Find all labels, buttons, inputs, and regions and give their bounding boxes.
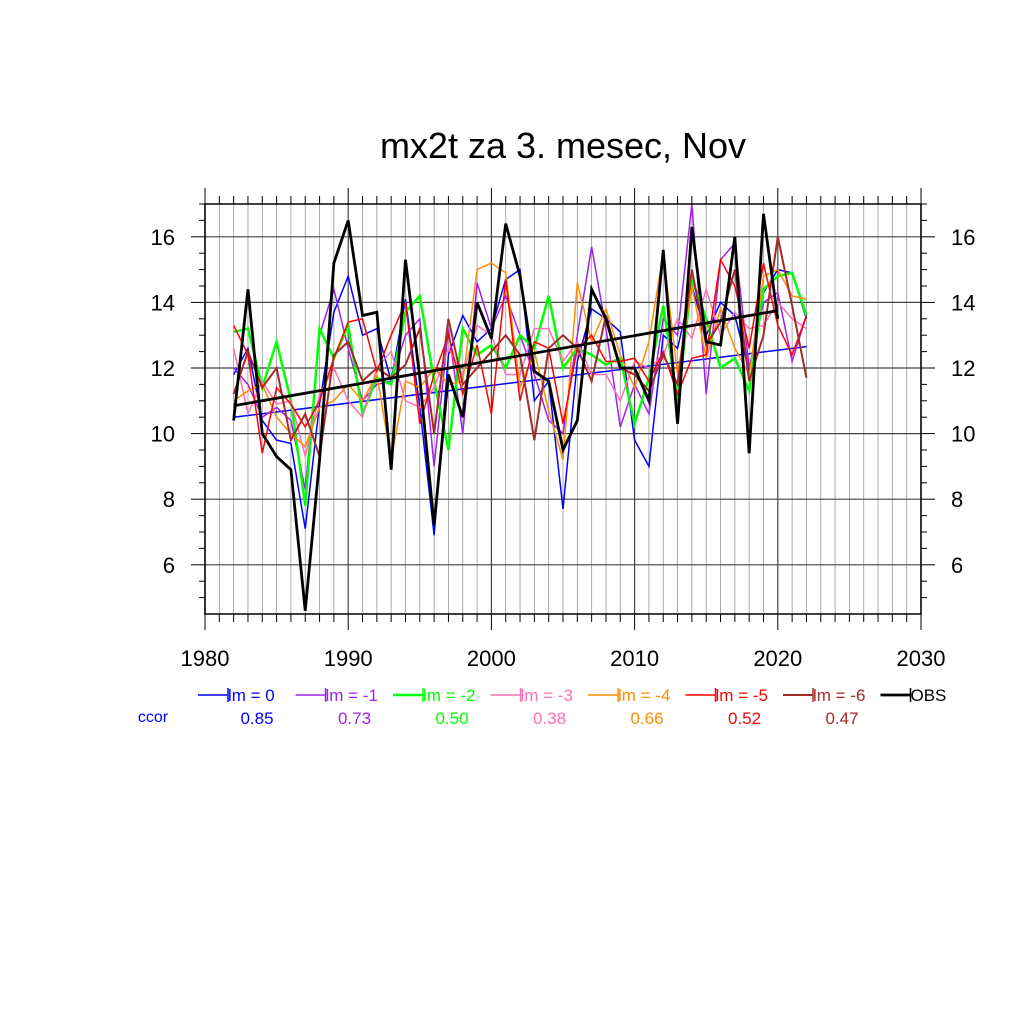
y-tick-label-right: 14 (951, 290, 975, 315)
y-tick-label: 16 (151, 225, 175, 250)
y-tick-label-right: 6 (951, 553, 963, 578)
legend-ccor-value: 0.85 (240, 709, 273, 728)
y-tick-label-right: 8 (951, 487, 963, 512)
chart-title: mx2t za 3. mesec, Nov (380, 125, 746, 166)
y-tick-label-right: 16 (951, 225, 975, 250)
legend-label: OBS (911, 686, 947, 705)
legend-label: lm = -6 (813, 686, 865, 705)
legend-label: lm = -1 (326, 686, 378, 705)
legend-ccor-value: 0.50 (435, 709, 468, 728)
x-tick-label: 2010 (610, 646, 659, 671)
x-tick-label: 1990 (324, 646, 373, 671)
y-tick-label: 14 (151, 290, 175, 315)
y-tick-label-right: 10 (951, 422, 975, 447)
series-line-3 (232, 286, 807, 457)
x-tick-label: 1980 (181, 646, 230, 671)
legend-ccor-value: 0.38 (533, 709, 566, 728)
x-tick-label: 2030 (897, 646, 946, 671)
y-tick-label: 10 (151, 422, 175, 447)
legend-label: lm = 0 (228, 686, 275, 705)
ccor-label: ccor (138, 709, 169, 726)
y-tick-label: 6 (163, 553, 175, 578)
legend-label: lm = -2 (423, 686, 475, 705)
legend-ccor-value: 0.66 (630, 709, 663, 728)
x-tick-label: 2000 (467, 646, 516, 671)
series-line-2 (233, 271, 808, 506)
x-tick-label: 2020 (753, 646, 802, 671)
legend-label: lm = -5 (716, 686, 768, 705)
legend-label: lm = -4 (618, 686, 670, 705)
legend-ccor-value: 0.73 (338, 709, 371, 728)
series-group (232, 203, 808, 611)
trend-line-7 (233, 309, 779, 408)
series-line-7 (232, 213, 780, 611)
axes: 6 6 8 8 10 10 12 12 14 14 16 16 1980 1990 2000 2010 2020… (151, 188, 975, 671)
legend-ccor-value: 0.52 (728, 709, 761, 728)
y-tick-label-right: 12 (951, 356, 975, 381)
legend-ccor-value: 0.47 (825, 709, 858, 728)
y-tick-label: 12 (151, 356, 175, 381)
legend-label: lm = -3 (521, 686, 573, 705)
legend: lm = 0 0.85 lm = -1 0.73 lm = -2 0.50 lm = -3 0… (198, 686, 946, 728)
y-tick-label: 8 (163, 487, 175, 512)
grid (204, 204, 922, 614)
